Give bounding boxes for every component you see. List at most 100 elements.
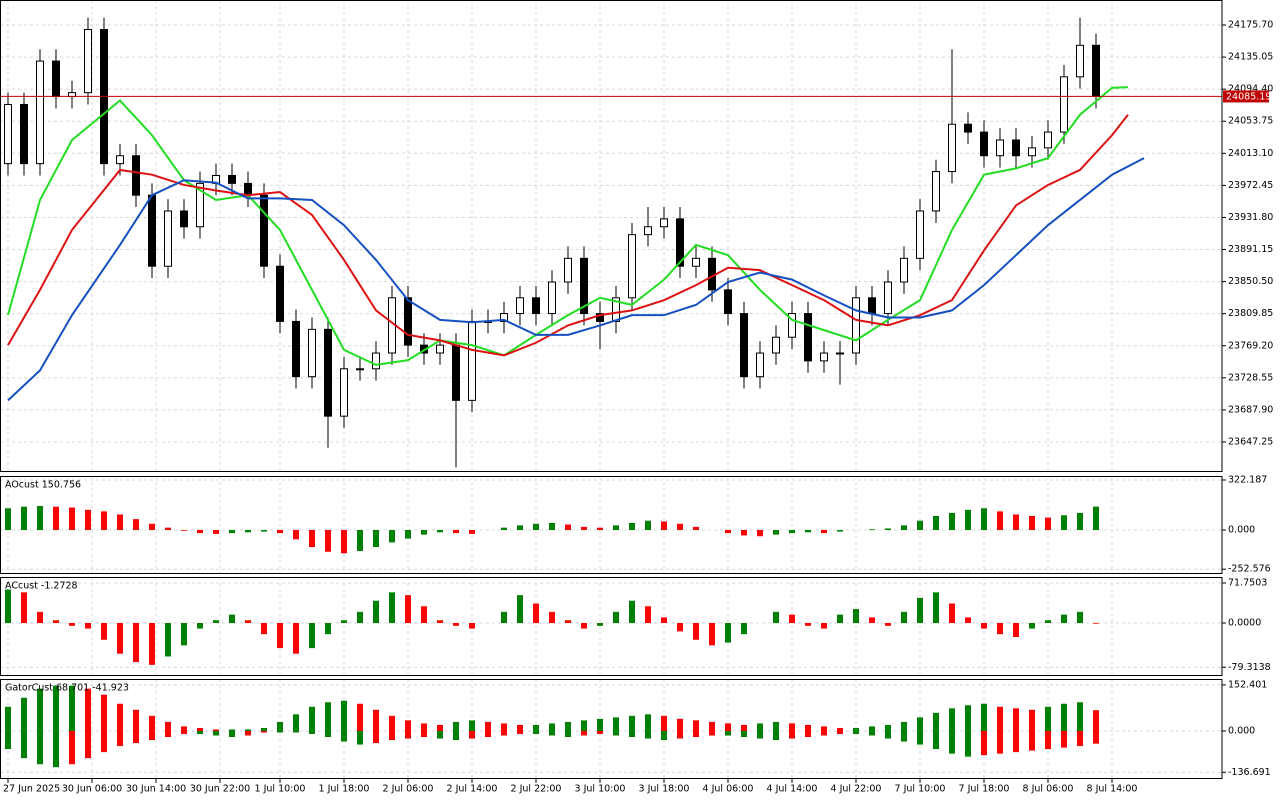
histogram-bar — [741, 530, 747, 536]
gator-bar — [325, 730, 331, 738]
y-tick-label: 0.0000 — [1228, 618, 1261, 629]
histogram-bar — [357, 611, 363, 624]
histogram-bar — [1061, 614, 1067, 624]
candle-body — [4, 103, 12, 165]
gator-bar — [981, 730, 987, 756]
gator-bar — [693, 720, 699, 731]
histogram-bar — [389, 592, 395, 624]
gator-bar — [485, 730, 491, 738]
candle-body — [36, 60, 44, 165]
gator-bar — [805, 724, 811, 731]
histogram-bar — [213, 620, 219, 624]
gator-bar — [533, 730, 539, 734]
gator-bar — [245, 730, 251, 736]
histogram-bar — [69, 507, 75, 531]
x-tick-label: 1 Jul 10:00 — [255, 784, 306, 795]
histogram-bar — [805, 623, 811, 626]
histogram-bar — [37, 505, 43, 531]
histogram-bar — [597, 623, 603, 626]
histogram-bar — [21, 592, 27, 624]
indicator-label: ACcust -1.2728 — [5, 581, 78, 592]
histogram-bar — [437, 620, 443, 624]
candle-body — [132, 155, 140, 196]
candle-body — [916, 210, 924, 259]
histogram-bar — [1061, 515, 1067, 531]
candle-body — [164, 210, 172, 267]
gator-bar — [133, 730, 139, 744]
histogram-bar — [725, 530, 731, 534]
x-tick-label: 2 Jul 14:00 — [447, 784, 498, 795]
gator-bar — [613, 730, 619, 736]
histogram-bar — [837, 530, 843, 532]
y-tick-label: 24094.40 — [1228, 84, 1273, 95]
indicator-label: AOcust 150.756 — [5, 480, 81, 491]
gator-bar — [373, 709, 379, 731]
candle-body — [964, 123, 972, 133]
gator-bar — [1013, 730, 1019, 753]
histogram-bar — [1013, 623, 1019, 637]
histogram-bar — [245, 530, 251, 533]
gator-bar — [133, 709, 139, 731]
candle-body — [180, 210, 188, 228]
gator-bar — [613, 717, 619, 731]
histogram-bar — [1077, 512, 1083, 531]
histogram-bar — [645, 520, 651, 531]
x-tick-label: 2 Jul 06:00 — [383, 784, 434, 795]
gator-bar — [981, 703, 987, 731]
histogram-bar — [469, 623, 475, 629]
gator-bar — [485, 721, 491, 731]
gator-bar — [405, 720, 411, 731]
gator-bar — [501, 723, 507, 731]
histogram-bar — [85, 623, 91, 629]
histogram-bar — [293, 623, 299, 654]
gator-bar — [37, 730, 43, 765]
candle-body — [84, 29, 92, 94]
histogram-bar — [149, 523, 155, 531]
candle-body — [580, 257, 588, 315]
candle-body — [532, 297, 540, 315]
gator-bar — [1045, 730, 1051, 750]
histogram-bar — [965, 509, 971, 531]
moving-average — [7, 86, 1129, 366]
gator-bar — [869, 730, 875, 736]
candle-body — [308, 328, 316, 378]
y-tick-label: 23891.15 — [1228, 244, 1273, 255]
histogram-bar — [693, 526, 699, 531]
candle-body — [788, 313, 796, 338]
candle-body — [756, 352, 764, 378]
gator-bar — [453, 721, 459, 731]
histogram-bar — [437, 530, 443, 533]
histogram-bar — [981, 508, 987, 531]
histogram-bar — [69, 623, 75, 626]
gator-bar — [277, 721, 283, 731]
gator-bar — [805, 730, 811, 738]
gator-bar — [453, 730, 459, 741]
gator-bar — [741, 730, 747, 738]
panel-border — [0, 679, 1223, 779]
histogram-bar — [213, 530, 219, 534]
y-tick-label: 24053.75 — [1228, 116, 1273, 127]
candle-body — [612, 297, 620, 322]
histogram-bar — [133, 623, 139, 663]
y-tick-label: 23769.20 — [1228, 340, 1273, 351]
candle-body — [900, 257, 908, 283]
gator-bar — [821, 726, 827, 731]
histogram-bar — [789, 614, 795, 624]
gator-bar — [357, 730, 363, 745]
histogram-bar — [533, 523, 539, 531]
candle-body — [292, 320, 300, 378]
histogram-bar — [261, 530, 267, 532]
histogram-bar — [341, 620, 347, 624]
candle-body — [1012, 139, 1020, 157]
histogram-bar — [53, 620, 59, 624]
gator-bar — [517, 724, 523, 731]
moving-average — [7, 157, 1145, 402]
x-tick-label: 4 Jul 22:00 — [831, 784, 882, 795]
candle-body — [884, 281, 892, 315]
gator-bar — [965, 730, 971, 757]
gator-bar — [5, 706, 11, 731]
x-tick-label: 30 Jun 14:00 — [126, 784, 186, 795]
histogram-bar — [325, 623, 331, 635]
histogram-bar — [469, 530, 475, 534]
